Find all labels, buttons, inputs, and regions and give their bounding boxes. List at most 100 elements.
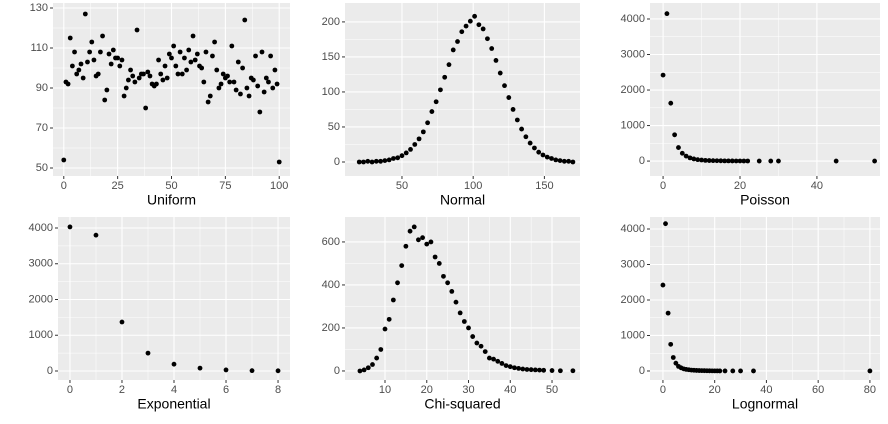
point	[482, 349, 488, 355]
point	[218, 81, 224, 87]
point	[378, 158, 384, 164]
point	[186, 47, 192, 53]
x-tick-label: 40	[811, 180, 823, 192]
point	[768, 158, 774, 164]
y-tick-label: 400	[322, 279, 340, 291]
x-tick-label: 60	[812, 384, 824, 396]
x-tick-label: 20	[734, 180, 746, 192]
point	[382, 326, 388, 332]
point	[411, 224, 417, 230]
point	[382, 158, 388, 163]
point	[276, 159, 282, 165]
point	[718, 158, 724, 164]
point	[91, 57, 97, 63]
x-tick-label: 25	[112, 180, 124, 192]
y-tick-label: 0	[334, 156, 340, 168]
point	[416, 237, 421, 243]
point	[403, 150, 409, 156]
point	[523, 134, 529, 140]
point	[231, 79, 237, 85]
y-tick-label: 90	[36, 82, 48, 94]
y-tick-label: 1000	[621, 119, 645, 131]
point	[212, 39, 217, 45]
x-tick-label: 0	[660, 180, 666, 192]
point	[524, 367, 530, 372]
point	[263, 75, 269, 81]
point	[512, 365, 517, 371]
point	[466, 325, 471, 331]
point	[210, 53, 215, 59]
point	[489, 46, 495, 51]
point	[164, 75, 170, 81]
point	[726, 158, 731, 164]
y-tick-label: 2000	[621, 84, 645, 96]
x-axis-label: Chi-squared	[424, 396, 500, 412]
point	[272, 67, 278, 73]
y-tick-label: 2000	[29, 293, 53, 305]
point	[438, 87, 443, 93]
point	[85, 59, 90, 65]
point	[95, 71, 101, 77]
point	[570, 159, 576, 165]
point	[710, 158, 716, 164]
point	[201, 79, 207, 85]
point	[98, 49, 103, 55]
x-tick-label: 20	[421, 384, 433, 396]
point	[660, 72, 666, 78]
point	[730, 368, 736, 374]
point	[220, 71, 226, 77]
point	[119, 57, 125, 63]
y-tick-label: 70	[36, 122, 48, 134]
panel-background	[345, 217, 580, 380]
y-tick-label: 130	[30, 2, 48, 14]
point	[100, 33, 105, 39]
x-tick-label: 20	[709, 384, 721, 396]
point	[242, 17, 248, 23]
point	[729, 158, 735, 164]
point	[751, 368, 756, 374]
point	[134, 27, 140, 33]
x-axis-label: Exponential	[137, 396, 210, 412]
point	[514, 117, 520, 123]
point	[449, 289, 455, 294]
point	[502, 83, 507, 89]
x-tick-label: 150	[535, 180, 553, 192]
x-tick-label: 50	[546, 384, 558, 396]
point	[445, 280, 451, 286]
point	[147, 73, 153, 79]
point	[441, 273, 446, 279]
point	[745, 158, 751, 164]
point	[664, 11, 670, 17]
point	[683, 153, 689, 159]
point	[199, 65, 205, 71]
y-tick-label: 2000	[621, 294, 645, 306]
point	[741, 158, 747, 164]
x-tick-label: 40	[504, 384, 516, 396]
point	[549, 368, 555, 373]
point	[520, 366, 526, 372]
point	[663, 221, 668, 227]
point	[197, 365, 203, 371]
point	[357, 368, 363, 374]
point	[486, 355, 492, 361]
point	[429, 109, 435, 114]
x-tick-label: 100	[270, 180, 288, 192]
point	[699, 157, 704, 163]
x-tick-label: 80	[864, 384, 876, 396]
point	[455, 39, 460, 44]
point	[679, 150, 685, 156]
point	[424, 241, 430, 247]
point	[132, 79, 138, 85]
point	[420, 129, 426, 135]
point	[446, 62, 452, 68]
point	[722, 158, 728, 164]
point	[361, 159, 366, 165]
point	[428, 239, 434, 245]
point	[108, 61, 114, 67]
point	[257, 109, 263, 115]
point	[93, 232, 99, 238]
point	[365, 158, 371, 164]
point	[270, 85, 276, 91]
point	[235, 59, 241, 65]
point	[528, 367, 534, 373]
